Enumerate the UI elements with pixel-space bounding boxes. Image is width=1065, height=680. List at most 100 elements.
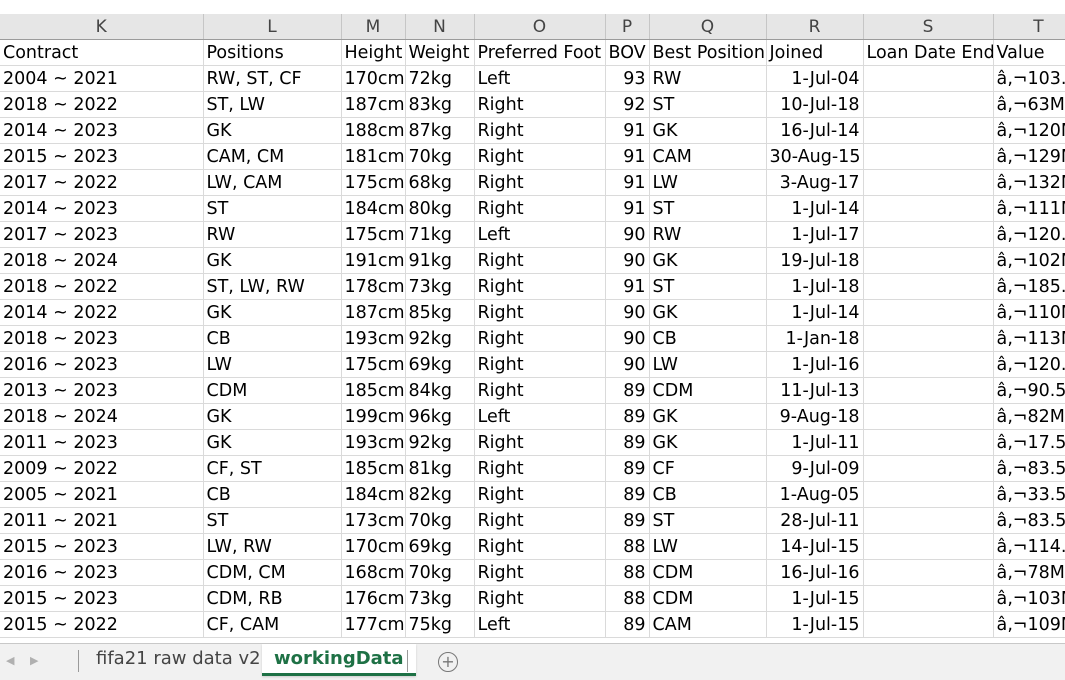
table-cell[interactable]	[863, 273, 994, 300]
table-cell[interactable]	[863, 247, 994, 274]
table-cell[interactable]	[863, 195, 994, 222]
table-cell[interactable]: 2018 ~ 2024	[0, 403, 204, 430]
table-cell[interactable]: 89	[605, 429, 650, 456]
table-cell[interactable]	[863, 169, 994, 196]
column-header-t[interactable]: T	[993, 14, 1065, 40]
table-cell[interactable]	[863, 559, 994, 586]
table-cell[interactable]: ST	[203, 507, 342, 534]
table-cell[interactable]: Left	[474, 65, 606, 92]
table-cell[interactable]: 90	[605, 325, 650, 352]
table-cell[interactable]: 2015 ~ 2023	[0, 143, 204, 170]
table-cell[interactable]: 1-Jul-16	[766, 351, 864, 378]
table-cell[interactable]: 181cm	[341, 143, 406, 170]
table-cell[interactable]: Right	[474, 143, 606, 170]
field-header-cell[interactable]: Best Position	[649, 39, 767, 66]
table-cell[interactable]: 1-Jul-11	[766, 429, 864, 456]
table-cell[interactable]: RW	[203, 221, 342, 248]
table-cell[interactable]: 2016 ~ 2023	[0, 351, 204, 378]
table-cell[interactable]: 92kg	[405, 429, 475, 456]
table-cell[interactable]: Right	[474, 507, 606, 534]
table-cell[interactable]: CF, CAM	[203, 611, 342, 638]
table-cell[interactable]: 70kg	[405, 507, 475, 534]
table-cell[interactable]: 193cm	[341, 429, 406, 456]
table-cell[interactable]: â‚¬17.5M	[993, 429, 1065, 456]
table-cell[interactable]: 89	[605, 377, 650, 404]
table-cell[interactable]	[863, 429, 994, 456]
table-cell[interactable]: CAM	[649, 611, 767, 638]
table-cell[interactable]: â‚¬114.5	[993, 533, 1065, 560]
table-cell[interactable]: 184cm	[341, 481, 406, 508]
field-header-cell[interactable]: Preferred Foot	[474, 39, 606, 66]
table-cell[interactable]	[863, 91, 994, 118]
table-cell[interactable]: 2015 ~ 2022	[0, 611, 204, 638]
table-cell[interactable]: 188cm	[341, 117, 406, 144]
table-cell[interactable]	[863, 377, 994, 404]
field-header-cell[interactable]: Positions	[203, 39, 342, 66]
table-cell[interactable]: 1-Jul-04	[766, 65, 864, 92]
table-cell[interactable]: 2016 ~ 2023	[0, 559, 204, 586]
table-cell[interactable]: â‚¬102M	[993, 247, 1065, 274]
table-cell[interactable]: Right	[474, 455, 606, 482]
table-cell[interactable]: Right	[474, 481, 606, 508]
table-cell[interactable]: 2011 ~ 2021	[0, 507, 204, 534]
table-cell[interactable]: LW, RW	[203, 533, 342, 560]
table-cell[interactable]: 2018 ~ 2024	[0, 247, 204, 274]
table-cell[interactable]: GK	[649, 429, 767, 456]
table-cell[interactable]	[863, 325, 994, 352]
table-cell[interactable]: 1-Jul-14	[766, 299, 864, 326]
chevron-right-icon[interactable]: ▶	[30, 654, 39, 667]
tab-workingdata[interactable]: workingData	[262, 644, 416, 676]
table-cell[interactable]: â‚¬120M	[993, 117, 1065, 144]
table-cell[interactable]	[863, 481, 994, 508]
table-cell[interactable]: 83kg	[405, 91, 475, 118]
table-cell[interactable]: 89	[605, 481, 650, 508]
table-cell[interactable]: 184cm	[341, 195, 406, 222]
table-cell[interactable]: 91	[605, 273, 650, 300]
table-cell[interactable]: 69kg	[405, 351, 475, 378]
field-header-cell[interactable]: Loan Date End	[863, 39, 994, 66]
table-cell[interactable]: 10-Jul-18	[766, 91, 864, 118]
table-cell[interactable]: 2011 ~ 2023	[0, 429, 204, 456]
table-cell[interactable]: 2017 ~ 2023	[0, 221, 204, 248]
column-header-s[interactable]: S	[863, 14, 994, 40]
table-cell[interactable]: 73kg	[405, 273, 475, 300]
table-cell[interactable]	[863, 65, 994, 92]
table-cell[interactable]: Right	[474, 351, 606, 378]
table-cell[interactable]: 16-Jul-14	[766, 117, 864, 144]
table-cell[interactable]: 185cm	[341, 377, 406, 404]
table-cell[interactable]: 1-Jul-15	[766, 611, 864, 638]
add-sheet-icon[interactable]: +	[438, 652, 458, 672]
table-cell[interactable]: 187cm	[341, 299, 406, 326]
column-header-q[interactable]: Q	[649, 14, 767, 40]
table-cell[interactable]: 70kg	[405, 559, 475, 586]
table-cell[interactable]: 28-Jul-11	[766, 507, 864, 534]
table-cell[interactable]	[863, 351, 994, 378]
table-cell[interactable]: LW	[203, 351, 342, 378]
table-cell[interactable]: ST	[649, 91, 767, 118]
table-cell[interactable]: â‚¬63M	[993, 91, 1065, 118]
table-cell[interactable]: 2004 ~ 2021	[0, 65, 204, 92]
table-cell[interactable]: RW	[649, 65, 767, 92]
table-cell[interactable]: RW	[649, 221, 767, 248]
table-cell[interactable]: 11-Jul-13	[766, 377, 864, 404]
table-cell[interactable]: 89	[605, 611, 650, 638]
table-cell[interactable]: 177cm	[341, 611, 406, 638]
table-cell[interactable]: 30-Aug-15	[766, 143, 864, 170]
table-cell[interactable]: 80kg	[405, 195, 475, 222]
table-cell[interactable]: 87kg	[405, 117, 475, 144]
table-cell[interactable]: â‚¬103.5	[993, 65, 1065, 92]
table-cell[interactable]: â‚¬120.5	[993, 351, 1065, 378]
table-cell[interactable]: 1-Jul-14	[766, 195, 864, 222]
table-cell[interactable]: â‚¬111M	[993, 195, 1065, 222]
column-header-k[interactable]: K	[0, 14, 204, 40]
table-cell[interactable]: â‚¬83.5M	[993, 455, 1065, 482]
table-cell[interactable]: 2014 ~ 2023	[0, 195, 204, 222]
table-cell[interactable]: 19-Jul-18	[766, 247, 864, 274]
table-cell[interactable]: 193cm	[341, 325, 406, 352]
table-cell[interactable]: 1-Jul-18	[766, 273, 864, 300]
table-cell[interactable]: 1-Jul-17	[766, 221, 864, 248]
table-cell[interactable]: â‚¬82M	[993, 403, 1065, 430]
table-cell[interactable]: 91	[605, 117, 650, 144]
table-cell[interactable]: CDM	[649, 585, 767, 612]
